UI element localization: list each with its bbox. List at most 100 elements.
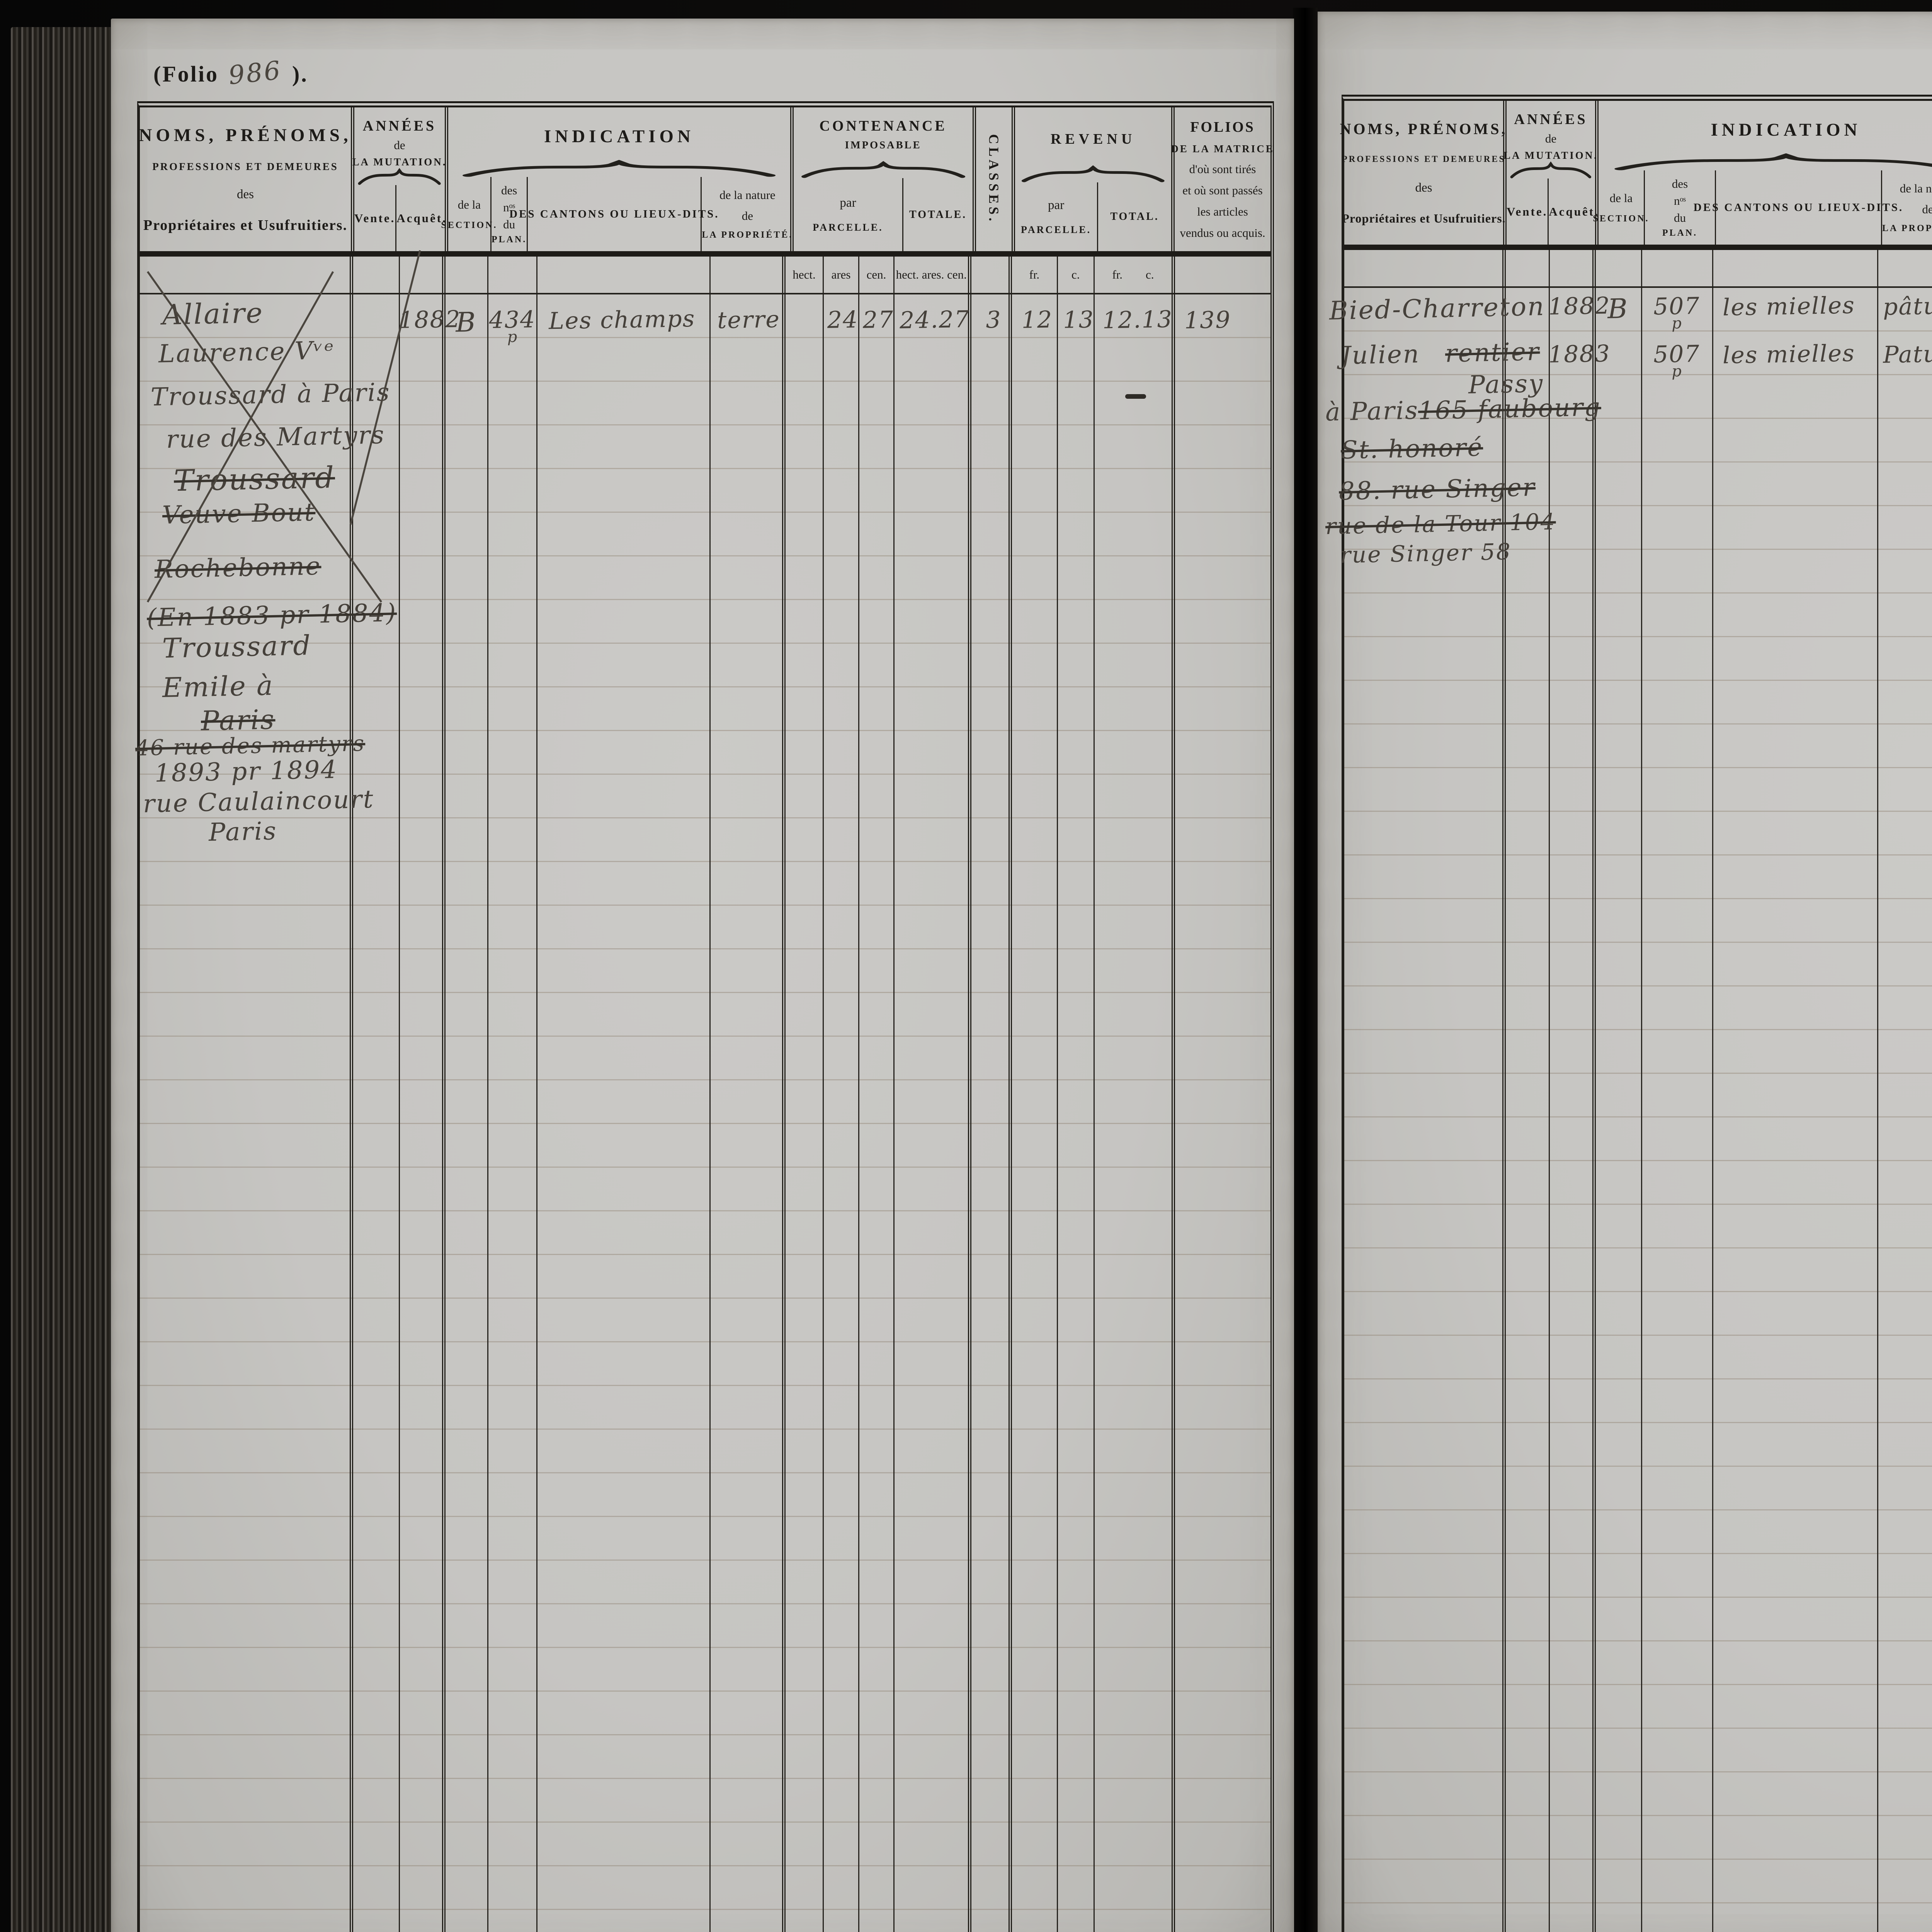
- header-nature-1: de la nature: [719, 188, 776, 202]
- header-annees: ANNÉES: [1514, 111, 1588, 128]
- header-imposable: IMPOSABLE: [845, 139, 922, 151]
- subcol-cantons: DES CANTONS OU LIEUX-DITS.: [1694, 170, 1902, 245]
- cell-lieu-dit: Les champs: [548, 305, 696, 335]
- header-indication: INDICATION: [1711, 120, 1861, 140]
- header-vendus: vendus ou acquis.: [1180, 226, 1265, 240]
- col-header-contenance: CONTENANCE IMPOSABLE par PARCELLE. TOTAL…: [794, 107, 976, 251]
- header-contenance: CONTENANCE: [819, 118, 947, 134]
- cell-lieu-dit: les mielles: [1722, 340, 1855, 369]
- col-header-classes: CLASSES.: [976, 107, 1015, 251]
- handwritten-entry: Allaire: [162, 296, 264, 331]
- header-noms-prenoms: NOMS, PRÉNOMS,: [139, 125, 352, 145]
- header-section: SECTION.: [1593, 213, 1650, 224]
- header-nature-2: de: [742, 209, 753, 223]
- header-articles: les articles: [1197, 205, 1248, 218]
- brace-revenu: [1022, 165, 1165, 182]
- unit-ares: ares: [824, 257, 859, 293]
- header-tires: d'où sont tirés: [1189, 162, 1256, 176]
- header-plan-des: des: [1672, 177, 1688, 190]
- unit-c: c.: [1058, 257, 1095, 293]
- header-professions: PROFESSIONS ET DEMEURES: [1342, 154, 1506, 164]
- register-table: NOMS, PRÉNOMS, PROFESSIONS ET DEMEURES d…: [1340, 95, 1932, 1932]
- cell-totale: 24.27: [899, 306, 970, 334]
- subcol-nature: de la nature de LA PROPRIÉTÉ.: [1882, 170, 1932, 245]
- register-row: 1883 507 p les mielles Pature 8 88 15.64…: [1342, 340, 1932, 387]
- cell-revenu-total: 12.13: [1102, 306, 1173, 334]
- header-passes: et où sont passés: [1182, 184, 1263, 197]
- header-nature-3: LA PROPRIÉTÉ.: [1882, 223, 1932, 233]
- ink-dash-mark: [1125, 394, 1146, 399]
- brace-annees: [1510, 162, 1592, 179]
- cell-nature: terre: [717, 306, 781, 334]
- units-row: hect. ares cen. hect. ares. cen. fr. c. …: [1344, 250, 1932, 288]
- cell-nature: pâture: [1883, 292, 1932, 321]
- subcol-cantons: DES CANTONS OU LIEUX-DITS.: [509, 177, 718, 251]
- header-plan-nos: nᵒˢ: [503, 200, 515, 214]
- header-plan-du: du: [1673, 211, 1686, 224]
- subcol-par-parcelle: par PARCELLE.: [794, 178, 903, 251]
- folio-prefix: (Folio: [153, 61, 219, 87]
- header-proprietaires: Propriétaires et Usufruitiers.: [143, 217, 348, 234]
- col-header-folios: FOLIOS DE LA MATRICE d'où sont tirés et …: [1171, 107, 1273, 251]
- handwritten-entry: rue Caulaincourt: [143, 785, 375, 819]
- handwritten-entry: à Paris: [1325, 396, 1419, 427]
- col-header-revenu: REVENU par PARCELLE. TOTAL.: [1015, 107, 1175, 251]
- handwritten-entry: Rochebonne: [154, 552, 322, 584]
- cell-nature: Pature: [1883, 340, 1932, 369]
- header-nature-1: de la nature: [1900, 181, 1932, 195]
- header-plan-nos: nᵒˢ: [1673, 194, 1686, 207]
- brace-indication: [463, 160, 776, 177]
- header-mutation: LA MUTATION.: [1503, 150, 1599, 161]
- header-plan: PLAN.: [492, 234, 527, 245]
- header-totale: TOTALE.: [909, 208, 967, 221]
- brace-contenance: [801, 161, 965, 178]
- header-folios: FOLIOS: [1190, 119, 1255, 135]
- cell-folio-matrice: 139: [1184, 306, 1231, 334]
- header-acquet: Acquêt.: [1549, 204, 1599, 218]
- header-par: par: [840, 196, 856, 210]
- cell-section: B: [1607, 293, 1629, 325]
- book-binding-gap: [1293, 8, 1318, 1932]
- handwritten-entry: rue des Martyrs: [166, 421, 386, 454]
- handwritten-entry: Paris: [201, 703, 276, 737]
- handwritten-entry: rentier: [1445, 337, 1541, 368]
- handwritten-entry: Troussard: [162, 629, 312, 665]
- folio-number-handwritten: 986: [227, 55, 283, 91]
- subcol-rev-parcelle: par PARCELLE.: [1015, 182, 1099, 251]
- subcol-nature: de la nature de LA PROPRIÉTÉ.: [702, 177, 793, 251]
- subcol-vente: Vente.: [1507, 179, 1549, 245]
- cell-parcelle-cen: 27: [862, 306, 894, 334]
- unit-hect: hect.: [786, 257, 824, 293]
- header-parcelle: PARCELLE.: [813, 222, 883, 233]
- header-section: SECTION.: [441, 220, 498, 230]
- table-header: NOMS, PRÉNOMS, PROFESSIONS ET DEMEURES d…: [1340, 101, 1932, 250]
- unit-fr: fr.: [1012, 257, 1058, 293]
- header-nature-2: de: [1922, 202, 1932, 216]
- subcol-totale: TOTALE.: [903, 178, 973, 251]
- brace-annees: [358, 168, 441, 185]
- header-nature-3: LA PROPRIÉTÉ.: [702, 230, 793, 240]
- handwritten-entry: 1893 pr 1894: [154, 755, 338, 788]
- header-cantons: DES CANTONS OU LIEUX-DITS.: [1693, 201, 1904, 214]
- handwritten-entry: Paris: [208, 817, 278, 847]
- handwritten-entry: 165 faubourg: [1418, 393, 1602, 425]
- header-professions: PROFESSIONS ET DEMEURES: [152, 160, 338, 172]
- handwritten-entry: 88. rue Singer: [1338, 473, 1536, 506]
- col-header-names: NOMS, PRÉNOMS, PROFESSIONS ET DEMEURES d…: [139, 107, 354, 251]
- header-section-de-la: de la: [1609, 191, 1633, 205]
- header-proprietaires: Propriétaires et Usufruitiers.: [1342, 211, 1506, 226]
- header-matrice: DE LA MATRICE: [1171, 143, 1274, 155]
- header-indication: INDICATION: [544, 126, 694, 146]
- table-body: [140, 294, 1270, 1932]
- handwritten-entry: (En 1883 pr 1884): [146, 599, 397, 633]
- page-folio-986: (Folio 986 ). NOMS, PRÉNOMS, PROFESSIONS…: [111, 19, 1294, 1932]
- header-plan: PLAN.: [1662, 228, 1698, 238]
- col-header-annees: ANNÉES de LA MUTATION. Vente. Acquêt.: [352, 107, 448, 251]
- header-noms-prenoms: NOMS, PRÉNOMS,: [1340, 120, 1508, 138]
- header-total: TOTAL.: [1110, 211, 1159, 223]
- col-header-indication: INDICATION de la SECTION. des nᵒˢ du PLA…: [441, 107, 794, 251]
- handwritten-entry: Julien: [1340, 340, 1420, 371]
- unit-total-c: c.: [1146, 268, 1154, 281]
- unit-totale: hect. ares. cen.: [895, 257, 972, 293]
- plan-sub-letter: p: [1671, 314, 1683, 333]
